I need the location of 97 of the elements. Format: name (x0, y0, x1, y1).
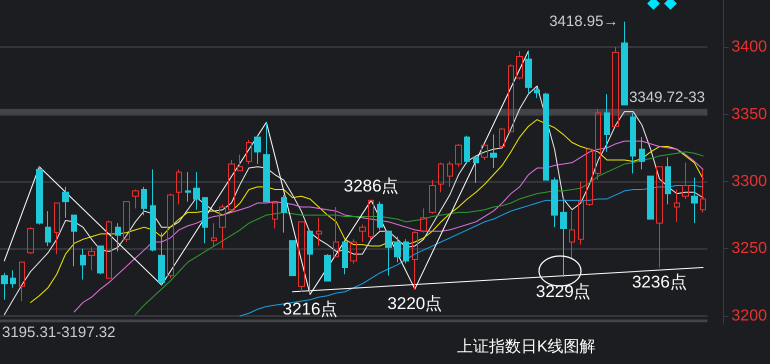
candlestick (80, 248, 86, 280)
candlestick (429, 180, 436, 214)
candlestick (508, 64, 514, 132)
candlestick (27, 226, 34, 255)
candlestick (455, 143, 462, 168)
candlestick (45, 210, 51, 247)
candlestick (228, 159, 235, 212)
candlestick (219, 204, 226, 250)
candlestick (237, 154, 243, 172)
candlestick (97, 246, 104, 275)
candlestick (560, 196, 567, 278)
candlestick (1, 272, 8, 300)
candlestick (656, 166, 663, 268)
candlestick (115, 222, 121, 252)
candlestick (263, 122, 270, 202)
candlestick (211, 222, 217, 247)
candlestick (289, 240, 296, 276)
annotation: 3220点 (387, 294, 442, 314)
candlestick (630, 112, 636, 174)
candlestick (71, 214, 77, 267)
candlestick (612, 46, 619, 127)
annotation: 3236点 (632, 272, 687, 292)
line-series (4, 86, 704, 316)
candlestick (368, 200, 374, 240)
candlestick (665, 156, 671, 205)
candlestick (691, 176, 698, 224)
candlestick (132, 189, 139, 209)
candlestick (438, 162, 444, 193)
candlestick (578, 180, 584, 246)
text: 上证指数日K线图解 (457, 338, 596, 356)
candlestick (281, 194, 287, 234)
candlestick (525, 50, 532, 95)
candlestick (481, 143, 488, 160)
candlestick (359, 224, 366, 242)
candlestick (674, 189, 680, 222)
candlestick (307, 230, 313, 295)
band-label: 3349.72-33 (629, 88, 705, 106)
candlestick (316, 217, 322, 247)
candlestick (342, 241, 348, 275)
candlestick (167, 193, 174, 279)
y-tick-label: 3300 (731, 172, 768, 190)
candlestick (682, 162, 689, 200)
annotation: 3286点 (344, 176, 399, 196)
candlestick (254, 135, 261, 165)
candlestick (324, 254, 331, 282)
candlestick (158, 232, 165, 286)
candlestick (516, 50, 523, 80)
candlestick (403, 238, 409, 264)
candlestick (394, 236, 401, 263)
candlestick (621, 21, 628, 106)
candlestick (272, 201, 278, 230)
candlestick (534, 86, 540, 99)
candlestick (639, 136, 645, 170)
candlestick (700, 168, 706, 213)
candlestick (377, 201, 383, 230)
candlestick (123, 201, 130, 242)
candlestick (490, 134, 497, 169)
y-tick-label: 3350 (731, 106, 768, 123)
candlestick (647, 176, 654, 220)
y-tick-label: 3400 (731, 38, 768, 56)
candlestick (499, 127, 505, 148)
y-tick-label: 3250 (731, 240, 768, 258)
y-tick-label: 3200 (731, 307, 768, 324)
candlestick (543, 92, 549, 181)
candlestick (333, 206, 339, 258)
candlestick (246, 139, 252, 165)
candlestick (464, 135, 470, 165)
annotation: 3229点 (536, 282, 591, 301)
candlestick (176, 168, 182, 205)
candlestick (141, 186, 147, 216)
candlestick (54, 202, 60, 255)
candlestick (586, 147, 593, 206)
line-series (134, 151, 704, 316)
candlestick (185, 172, 191, 202)
candlestick (150, 168, 156, 252)
candlestick (604, 94, 610, 152)
candlestick (106, 220, 112, 279)
candlestick (595, 108, 601, 181)
candlestick (412, 230, 418, 290)
candlestick (447, 160, 453, 188)
candlestick (350, 238, 357, 264)
annotation: 3418.95→ (549, 13, 618, 30)
band-label: 3195.31-3197.32 (2, 324, 116, 342)
candlestick (202, 197, 208, 244)
candlestick (36, 166, 43, 226)
candlestick (298, 221, 305, 292)
candlestick (10, 270, 16, 288)
candlestick (569, 210, 575, 260)
candlestick (62, 186, 69, 218)
candlestick (473, 156, 479, 184)
annotation: 3216点 (282, 299, 338, 318)
candlestick (19, 262, 25, 302)
candlestick (193, 172, 200, 210)
candlestick (551, 176, 558, 228)
candlestick (420, 208, 427, 234)
candlestick (88, 246, 95, 271)
candlestick (385, 230, 392, 276)
